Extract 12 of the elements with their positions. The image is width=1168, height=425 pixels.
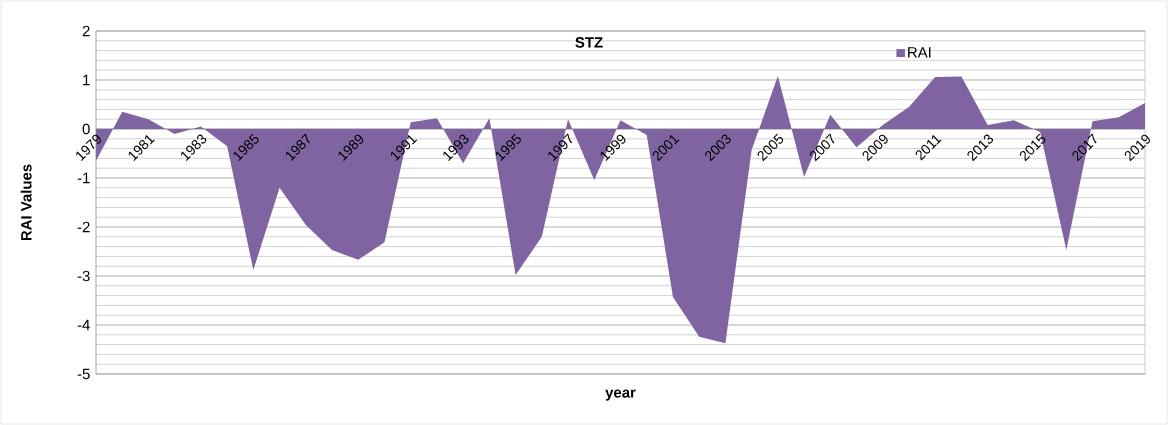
y-axis-title: RAI Values [20, 164, 32, 241]
y-tick-label: 2 [82, 25, 90, 37]
y-tick-label: -3 [77, 270, 90, 282]
x-axis-title: year [605, 389, 636, 401]
chart-title: STZ [575, 37, 603, 48]
y-tick-label: 1 [83, 74, 90, 86]
y-tick-label: -5 [77, 368, 90, 380]
y-tick-label: 0 [82, 123, 90, 135]
y-tick-label: -4 [77, 319, 90, 331]
y-tick-label: -2 [77, 221, 90, 233]
y-tick-label: -1 [77, 172, 90, 184]
legend-label: RAI [908, 47, 931, 58]
